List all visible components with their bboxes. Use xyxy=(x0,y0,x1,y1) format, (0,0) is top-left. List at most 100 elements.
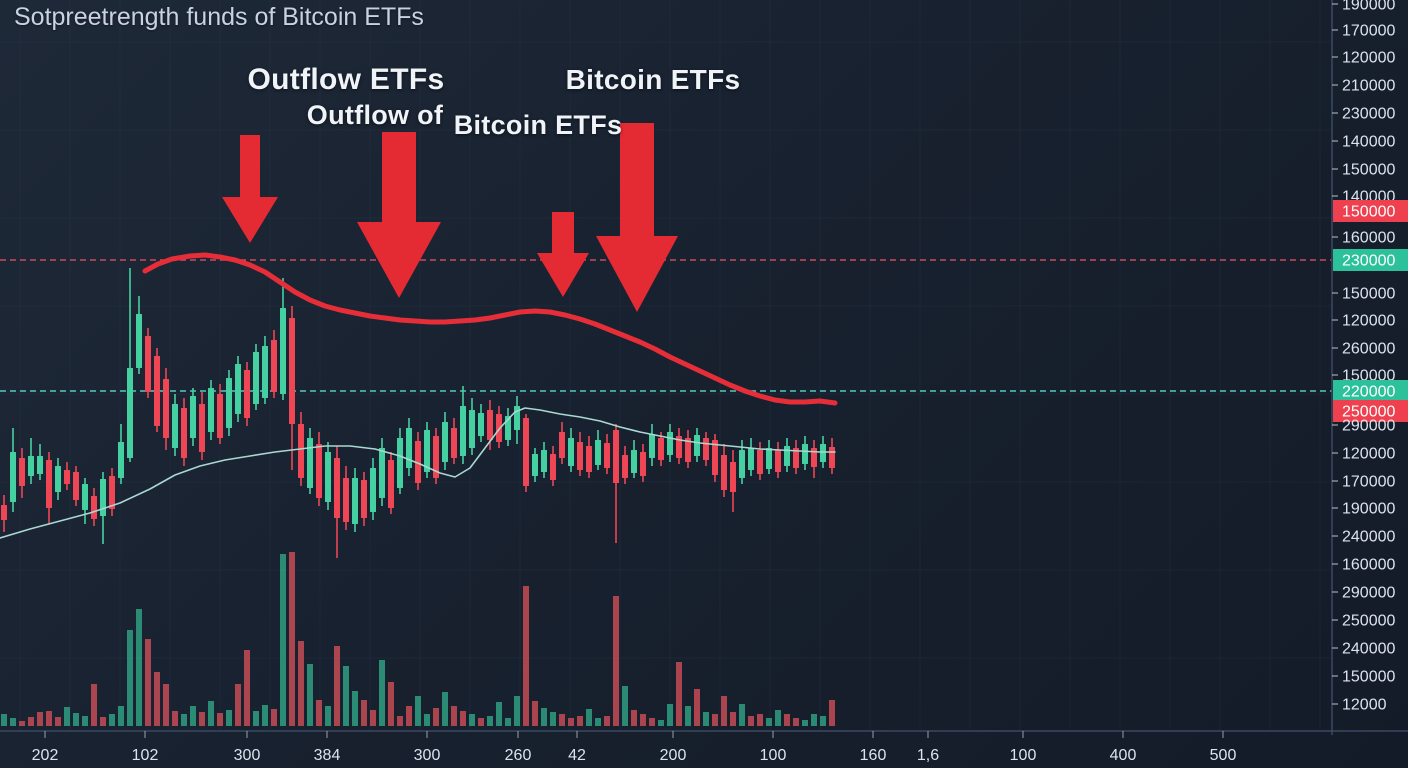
candle-body xyxy=(361,480,367,518)
x-axis-label: 100 xyxy=(1010,747,1037,764)
x-axis-label: 160 xyxy=(860,747,887,764)
volume-bar xyxy=(10,718,16,726)
volume-bar xyxy=(325,706,331,726)
volume-bar xyxy=(289,552,295,726)
annotation-bitcoin-etfs-mid: Bitcoin ETFs xyxy=(453,110,623,140)
candle-body xyxy=(829,447,835,468)
candle-body xyxy=(667,432,673,455)
candle xyxy=(586,436,592,478)
volume-bar xyxy=(91,684,97,726)
candle-body xyxy=(91,496,97,519)
candle xyxy=(667,424,673,462)
volume-bar xyxy=(460,711,466,726)
candle-body xyxy=(424,430,430,472)
candle xyxy=(37,444,43,480)
time-axis-panel[interactable]: 202 102 300 384 300 260 42 200 100 160 1,6 100 400 50… xyxy=(32,731,1237,764)
volume-bar xyxy=(685,706,691,726)
volume-bar xyxy=(631,710,637,726)
volume-bar xyxy=(640,714,646,726)
x-axis-label: 384 xyxy=(314,747,341,764)
candle-body xyxy=(613,430,619,483)
candle-body xyxy=(478,413,484,436)
volume-bar xyxy=(262,705,268,726)
volume-bar xyxy=(127,630,133,726)
y-axis-label: 140000 xyxy=(1342,134,1395,151)
volume-bar xyxy=(550,712,556,726)
candle xyxy=(262,336,268,404)
candle-body xyxy=(541,450,547,472)
y-axis-label: 210000 xyxy=(1342,78,1395,95)
volume-bar xyxy=(424,714,430,726)
y-axis-label: 12000 xyxy=(1342,697,1387,714)
candle xyxy=(379,438,385,506)
ma-lines xyxy=(0,252,838,539)
down-arrows xyxy=(222,123,678,312)
candle xyxy=(73,466,79,506)
volume-bar xyxy=(370,710,376,726)
candle xyxy=(478,404,484,442)
candle-body xyxy=(793,448,799,468)
candle xyxy=(1,495,7,532)
price-tag xyxy=(1333,200,1408,222)
candle xyxy=(595,430,601,470)
candle-body xyxy=(379,448,385,498)
volume-bar xyxy=(514,696,520,726)
candle-body xyxy=(208,388,214,432)
candle xyxy=(406,418,412,476)
candle xyxy=(748,438,754,476)
candle-body xyxy=(658,438,664,460)
candle xyxy=(397,428,403,494)
candle xyxy=(289,306,295,470)
candle xyxy=(82,478,88,524)
candle-body xyxy=(334,458,340,518)
candle xyxy=(559,422,565,464)
volume-bar xyxy=(775,710,781,726)
candle-body xyxy=(622,455,628,478)
candle-body xyxy=(469,410,475,448)
candle-body xyxy=(280,308,286,394)
volume-bar xyxy=(667,704,673,726)
candle xyxy=(28,438,34,484)
candle-body xyxy=(235,364,241,414)
volume-bar xyxy=(361,700,367,726)
candle xyxy=(676,428,682,464)
candle xyxy=(640,444,646,482)
candle-body xyxy=(487,410,493,440)
y-axis-label: 120000 xyxy=(1342,50,1395,67)
candle-body xyxy=(64,470,70,484)
candle xyxy=(163,368,169,450)
candle-body xyxy=(199,404,205,452)
volume-bar xyxy=(487,716,493,726)
candle-body xyxy=(631,450,637,473)
candle-body xyxy=(748,448,754,470)
candle-body xyxy=(703,438,709,460)
candle-body xyxy=(640,452,646,476)
volume-bar xyxy=(766,718,772,726)
volume-bar xyxy=(298,641,304,726)
candle xyxy=(172,394,178,456)
candle-body xyxy=(172,404,178,448)
x-axis-label: 102 xyxy=(132,747,159,764)
ma-line-teal xyxy=(0,407,836,539)
candle xyxy=(46,452,52,524)
candle xyxy=(505,408,511,446)
candle xyxy=(127,268,133,462)
candle xyxy=(271,330,277,398)
x-axis-label: 300 xyxy=(234,747,261,764)
candle-body xyxy=(676,436,682,458)
volume-bar xyxy=(235,684,241,726)
candle xyxy=(10,428,16,512)
volume-bar xyxy=(64,707,70,726)
price-axis-panel[interactable]: 190000 170000 120000 210000 230000 140000 1500… xyxy=(1332,0,1408,714)
volume-bar xyxy=(757,714,763,726)
x-axis-label: 260 xyxy=(505,747,532,764)
price-tag xyxy=(1333,249,1408,271)
candle xyxy=(622,446,628,484)
y-axis-label: 250000 xyxy=(1342,404,1395,421)
candle xyxy=(208,380,214,440)
volume-bar xyxy=(100,717,106,726)
volume-bar xyxy=(199,712,205,726)
y-axis-label: 150000 xyxy=(1342,669,1395,686)
volume-bar xyxy=(703,712,709,726)
